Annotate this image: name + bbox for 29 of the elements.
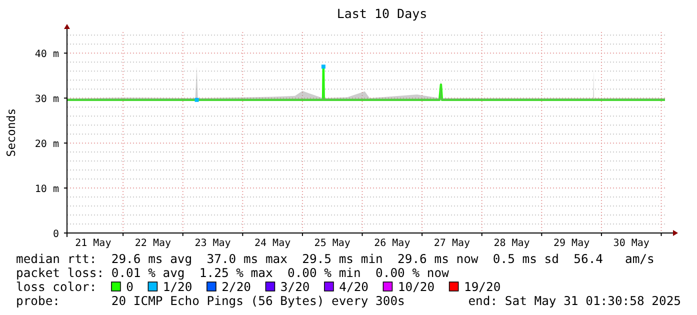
x-tick-label: 21 May: [75, 238, 112, 249]
text: probe: 20 ICMP Echo Pings (56 Bytes) every 300s: [16, 294, 405, 308]
legend-label: 1/20: [162, 280, 192, 294]
legend-label: 10/20: [398, 280, 435, 294]
text: packet loss: 0.01 % avg 1.25 % max 0.00 % min 0.00 % now: [16, 266, 450, 280]
y-axis-title: Seconds: [4, 108, 18, 157]
x-tick-label: 23 May: [194, 238, 231, 249]
y-tick-label: 20 m: [34, 139, 59, 150]
x-tick-label: 22 May: [134, 238, 172, 249]
text: median rtt: 29.6 ms avg 37.0 ms max 29.5 ms min 29.6 ms now 0.5 ms sd 56.4 am/s: [16, 252, 654, 266]
legend-label: 2/20: [222, 280, 252, 294]
legend-label: 19/20: [464, 280, 501, 294]
legend-label: 0: [126, 280, 134, 294]
x-tick-label: 30 May: [613, 238, 650, 249]
y-tick-label: 0: [52, 229, 59, 240]
legend-title: loss color:: [16, 280, 97, 294]
x-tick-label: 25 May: [314, 238, 350, 249]
chart-title: Last 10 Days: [336, 6, 428, 21]
y-tick-label: 40 m: [34, 49, 59, 60]
x-tick-label: 27 May: [434, 238, 470, 249]
x-tick-label: 29 May: [554, 238, 590, 249]
legend-label: 3/20: [280, 280, 310, 294]
y-tick-label: 10 m: [34, 184, 59, 196]
x-tick-label: 26 May: [374, 238, 410, 249]
x-tick-label: 28 May: [494, 238, 530, 249]
legend-label: 4/20: [339, 280, 369, 294]
x-tick-label: 24 May: [254, 238, 291, 249]
text: end: Sat May 31 01:30:58 2025: [468, 294, 681, 308]
y-tick-label: 30 m: [34, 94, 59, 106]
